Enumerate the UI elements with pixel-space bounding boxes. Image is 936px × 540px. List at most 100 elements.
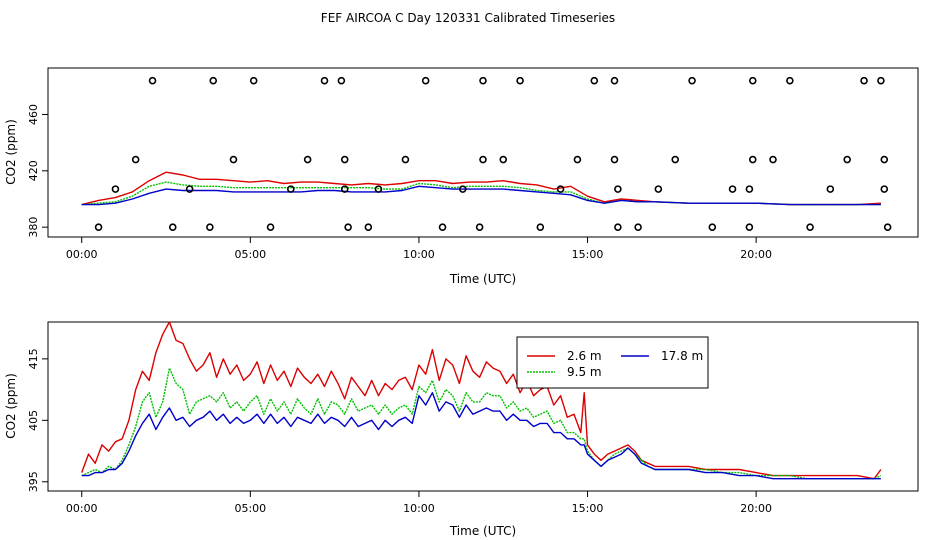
top-x-axis: 00:00 05:00 10:00 15:00 20:00	[66, 237, 772, 261]
calibration-point	[320, 76, 329, 85]
calibration-point	[303, 155, 312, 164]
calibration-point	[479, 155, 487, 164]
calibration-point	[337, 76, 346, 85]
calibration-point	[654, 185, 663, 193]
calibration-point	[206, 223, 214, 231]
y-tick-label: 395	[27, 471, 40, 492]
x-tick-label: 10:00	[403, 248, 435, 261]
calibration-point	[688, 76, 696, 85]
calibration-point	[883, 223, 892, 231]
calibration-point	[340, 155, 349, 164]
calibration-point	[499, 155, 508, 164]
legend-label-2-6m: 2.6 m	[567, 349, 602, 363]
x-tick-label: 20:00	[740, 248, 772, 261]
calibration-point	[843, 155, 851, 164]
bottom-y-axis-label: CO2 (ppm)	[4, 373, 18, 439]
legend-label-9-5m: 9.5 m	[567, 365, 602, 379]
calibration-point	[610, 76, 619, 85]
calibration-point	[185, 185, 194, 193]
calibration-point	[536, 223, 545, 231]
bottom-y-axis: 395 405 415	[27, 348, 48, 492]
calibration-point	[266, 223, 275, 231]
series-line-17-8m	[81, 392, 881, 480]
calibration-point	[748, 155, 757, 164]
calibration-point	[364, 223, 373, 231]
calibration-point	[475, 223, 484, 231]
top-series-group	[81, 171, 881, 206]
calibration-point	[745, 223, 754, 231]
calibration-point	[438, 223, 447, 231]
bottom-x-axis-label: Time (UTC)	[449, 524, 516, 538]
top-plot-frame	[47, 67, 919, 238]
x-tick-label: 00:00	[66, 248, 98, 261]
calibration-point	[877, 76, 885, 85]
top-y-axis-label: CO2 (ppm)	[4, 119, 18, 185]
y-tick-label: 415	[27, 348, 40, 369]
y-tick-label: 405	[27, 410, 40, 431]
calibration-point	[634, 223, 642, 231]
calibration-point	[769, 155, 777, 164]
calibration-point	[573, 155, 582, 164]
calibration-point	[458, 185, 467, 193]
calibration-point	[374, 185, 383, 193]
y-tick-label: 380	[27, 217, 40, 238]
legend-label-17-8m: 17.8 m	[661, 349, 703, 363]
y-tick-label: 420	[27, 160, 40, 181]
x-tick-label: 10:00	[403, 502, 435, 515]
bottom-x-axis: 00:00 05:00 10:00 15:00 20:00	[66, 491, 772, 515]
calibration-point	[610, 155, 619, 164]
calibration-point	[806, 223, 814, 231]
legend-box	[516, 336, 709, 389]
x-tick-label: 20:00	[740, 502, 772, 515]
x-tick-label: 00:00	[66, 502, 98, 515]
series-line-2-6m	[81, 171, 881, 206]
calibration-point	[516, 76, 524, 85]
top-y-axis: 380 420 460	[27, 104, 48, 238]
x-tick-label: 05:00	[234, 248, 266, 261]
calibration-point	[344, 223, 352, 231]
series-line-17-8m	[81, 185, 881, 206]
calibration-point	[421, 76, 430, 85]
calibration-point	[860, 76, 868, 85]
x-tick-label: 15:00	[572, 248, 604, 261]
series-line-9-5m	[81, 367, 882, 480]
calibration-point	[479, 76, 487, 85]
x-tick-label: 15:00	[572, 502, 604, 515]
calibration-point	[148, 76, 157, 85]
calibration-point	[880, 155, 889, 164]
calibration-point	[111, 185, 120, 193]
series-line-2-6m	[81, 321, 882, 480]
y-tick-label: 460	[27, 104, 40, 125]
calibration-point	[286, 185, 295, 193]
top-x-axis-label: Time (UTC)	[449, 272, 516, 286]
calibration-point	[556, 185, 565, 193]
legend: 2.6 m 17.8 m 9.5 m	[516, 336, 709, 389]
top-panel: 00:00 05:00 10:00 15:00 20:00 380 420 460 Time…	[4, 67, 919, 286]
bottom-plot-frame	[47, 321, 919, 492]
calibration-point	[786, 76, 794, 85]
calibration-point	[94, 223, 103, 231]
figure-title: FEF AIRCOA C Day 120331 Calibrated Times…	[321, 11, 615, 25]
bottom-panel: 00:00 05:00 10:00 15:00 20:00 395 405 415 Time…	[4, 321, 919, 538]
calibration-point	[249, 76, 258, 85]
calibration-point	[745, 185, 754, 193]
calibration-point	[131, 155, 140, 164]
x-tick-label: 05:00	[234, 502, 266, 515]
calibration-point	[229, 155, 238, 164]
calibration-point	[671, 155, 680, 164]
calibration-point	[614, 223, 622, 231]
bottom-series-group	[81, 321, 882, 480]
calibration-point	[708, 223, 717, 231]
calibration-point	[340, 185, 349, 193]
calibration-point	[748, 76, 757, 85]
calibration-point	[826, 185, 835, 193]
calibration-point	[590, 76, 599, 85]
calibration-point	[614, 185, 622, 193]
series-line-9-5m	[81, 181, 881, 206]
calibration-point	[168, 223, 177, 231]
calibration-point	[880, 185, 889, 193]
top-calibration-points	[94, 76, 892, 231]
calibration-point	[728, 185, 737, 193]
calibration-point	[209, 76, 218, 85]
